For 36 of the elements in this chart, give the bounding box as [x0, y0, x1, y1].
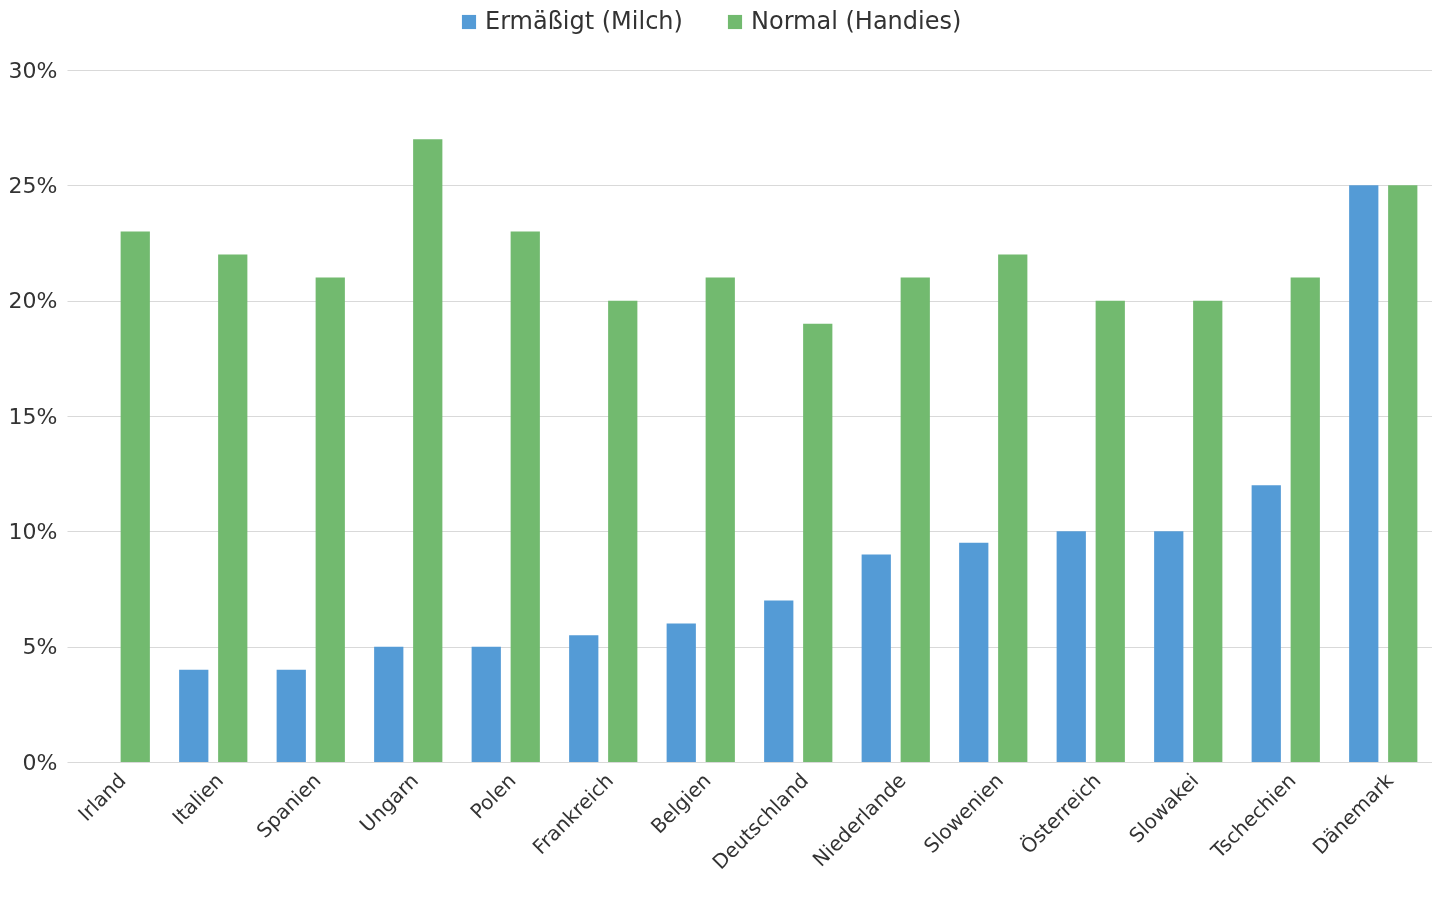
- bar: [1349, 185, 1379, 762]
- bar: [1095, 300, 1125, 762]
- legend-label: Normal (Handies): [751, 7, 962, 35]
- bar: [666, 623, 696, 762]
- bar: [1056, 531, 1086, 762]
- bar: [374, 646, 404, 762]
- bar: [861, 554, 891, 762]
- bar: [276, 669, 306, 762]
- bar: [959, 542, 989, 762]
- bar: [510, 231, 540, 762]
- bar: [471, 646, 501, 762]
- bar: [120, 231, 150, 762]
- y-tick-label: 20%: [8, 288, 58, 314]
- bar: [413, 139, 443, 762]
- bar: [1290, 277, 1320, 762]
- bar: [218, 254, 248, 762]
- legend-label: Ermäßigt (Milch): [485, 7, 683, 35]
- bar: [315, 277, 345, 762]
- y-tick-label: 30%: [8, 57, 58, 83]
- bar: [1154, 531, 1184, 762]
- y-tick-label: 10%: [8, 518, 58, 544]
- bar: [569, 635, 599, 762]
- bar: [179, 669, 209, 762]
- y-tick-label: 25%: [8, 172, 58, 198]
- bar: [1251, 485, 1281, 762]
- bar: [803, 323, 833, 762]
- bar: [900, 277, 930, 762]
- y-tick-label: 5%: [22, 634, 58, 660]
- bar: [608, 300, 638, 762]
- bar: [1388, 185, 1418, 762]
- bar: [1193, 300, 1223, 762]
- bar: [764, 600, 794, 762]
- bar: [998, 254, 1028, 762]
- bar: [705, 277, 735, 762]
- y-tick-label: 15%: [8, 403, 58, 429]
- y-tick-label: 0%: [22, 749, 58, 775]
